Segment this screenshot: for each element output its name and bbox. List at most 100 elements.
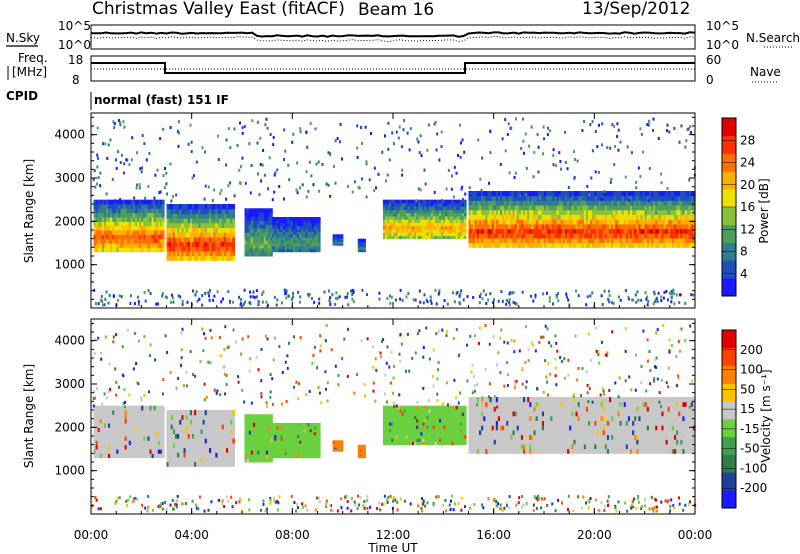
echo-cell (565, 228, 568, 234)
echo-cell (135, 247, 138, 253)
echo-cell (198, 442, 202, 449)
echo-cell (246, 434, 250, 439)
echo-cell (200, 438, 204, 444)
echo-cell (259, 422, 263, 427)
echo-cell (221, 255, 225, 261)
echo-cell (692, 233, 696, 239)
echo-cell (219, 433, 223, 439)
echo-cell (244, 220, 248, 225)
echo-cell (491, 242, 495, 248)
echo-cell (445, 199, 448, 204)
echo-cell (317, 248, 321, 253)
echo-cell (161, 436, 165, 441)
echo-cell (290, 243, 294, 247)
echo-cell (636, 219, 639, 225)
echo-cell (99, 427, 103, 433)
echo-cell (451, 206, 455, 210)
echo-cell (116, 444, 119, 450)
echo-cell (393, 209, 396, 214)
echo-cell (663, 191, 667, 197)
echo-cell (632, 237, 635, 244)
echo-cell (172, 241, 176, 247)
echo-cell (663, 242, 667, 248)
scatter-point (654, 299, 657, 303)
echo-cell (135, 410, 138, 415)
echo-cell (270, 220, 273, 225)
echo-cell (101, 217, 105, 222)
scatter-point (249, 290, 251, 294)
echo-cell (151, 410, 155, 415)
echo-cell (651, 195, 654, 201)
scatter-point (244, 181, 247, 185)
echo-cell (611, 228, 614, 234)
echo-cell (682, 233, 686, 239)
echo-cell (198, 419, 202, 425)
echo-cell (265, 232, 269, 237)
scatter-point (204, 291, 207, 295)
echo-cell (97, 405, 101, 411)
echo-cell (177, 208, 180, 214)
echo-cell (255, 454, 258, 459)
echo-cell (130, 230, 134, 235)
echo-cell (215, 428, 218, 434)
echo-cell (651, 219, 654, 225)
echo-cell (206, 208, 210, 214)
echo-cell (157, 423, 161, 428)
echo-cell (282, 240, 286, 244)
echo-cell (537, 205, 541, 211)
echo-cell (172, 232, 176, 238)
echo-cell (531, 237, 535, 244)
echo-cell (554, 233, 558, 239)
scatter-point (207, 185, 210, 189)
echo-cell (196, 246, 199, 252)
echo-cell (209, 218, 212, 224)
echo-cell (669, 228, 673, 234)
echo-cell (270, 446, 273, 451)
scatter-point (208, 298, 211, 302)
echo-cell (565, 223, 568, 230)
scatter-point (635, 180, 638, 184)
echo-cell (215, 250, 218, 257)
echo-cell (172, 218, 176, 224)
echo-cell (472, 233, 476, 239)
echo-cell (274, 440, 277, 444)
echo-cell (611, 195, 614, 201)
echo-cell (544, 191, 547, 197)
echo-cell (161, 405, 165, 411)
scatter-point (453, 300, 456, 304)
echo-cell (255, 430, 258, 435)
echo-cell (439, 209, 442, 214)
echo-cell (531, 209, 535, 215)
echo-cell (149, 199, 153, 205)
scatter-point (198, 297, 201, 301)
scatter-point (386, 297, 389, 300)
echo-cell (483, 219, 486, 225)
scatter-point (228, 301, 231, 305)
echo-cell (137, 208, 140, 214)
echo-cell (192, 461, 195, 467)
echo-cell (293, 431, 296, 436)
echo-cell (280, 440, 284, 444)
echo-cell (272, 423, 275, 427)
echo-cell (114, 225, 117, 231)
echo-cell (659, 209, 662, 215)
echo-cell (363, 239, 366, 242)
echo-cell (179, 447, 182, 453)
echo-cell (457, 199, 461, 204)
echo-cell (288, 437, 292, 441)
echo-cell (640, 195, 644, 201)
echo-cell (667, 191, 671, 197)
echo-cell (588, 233, 591, 239)
echo-cell (122, 414, 126, 420)
echo-cell (108, 204, 111, 209)
echo-cell (463, 209, 467, 214)
echo-cell (293, 423, 296, 427)
echo-cell (529, 214, 532, 220)
echo-cell (278, 240, 282, 244)
echo-cell (122, 427, 126, 433)
scatter-point (267, 187, 270, 191)
echo-cell (617, 205, 621, 211)
echo-cell (278, 248, 282, 253)
scatter-point (406, 131, 409, 135)
